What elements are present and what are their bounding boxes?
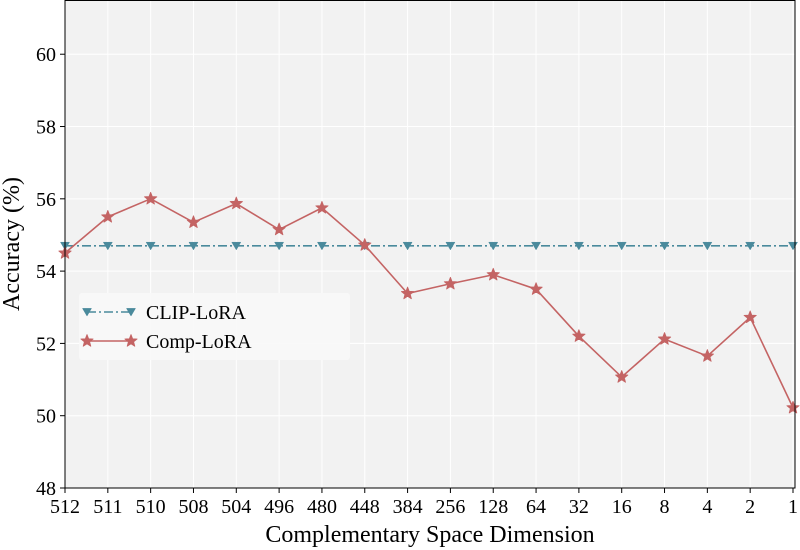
x-tick-label: 480: [307, 496, 337, 518]
data-point: [445, 241, 456, 251]
x-tick-label: 504: [221, 496, 251, 518]
y-tick-label: 50: [36, 406, 56, 428]
x-tick-label: 384: [393, 496, 423, 518]
legend-marker: [82, 308, 92, 317]
y-axis-label: Accuracy (%): [0, 177, 25, 311]
y-tick-label: 56: [36, 189, 56, 211]
series-comp-lora: [58, 191, 800, 414]
data-point: [315, 200, 329, 214]
series-line: [64, 198, 794, 409]
x-tick-label: 512: [50, 496, 80, 518]
data-point: [144, 191, 158, 205]
data-point: [573, 241, 584, 251]
data-point: [529, 282, 543, 295]
y-tick-label: 58: [36, 117, 56, 139]
x-tick-label: 510: [136, 496, 166, 518]
legend-marker: [126, 308, 136, 317]
data-point: [743, 310, 757, 324]
data-point: [145, 241, 156, 251]
y-tick-label: 52: [36, 333, 56, 355]
legend-label: CLIP-LoRA: [146, 302, 247, 324]
y-tick-label: 48: [36, 478, 56, 500]
data-point: [229, 196, 243, 210]
data-point: [488, 241, 499, 251]
x-tick-label: 128: [478, 496, 508, 518]
x-tick-label: 256: [435, 496, 465, 518]
data-point: [402, 241, 413, 251]
legend-marker: [124, 334, 138, 347]
x-tick-label: 511: [93, 496, 122, 518]
x-tick-label: 32: [569, 496, 589, 518]
data-point: [657, 332, 672, 345]
x-tick-label: 2: [745, 496, 755, 518]
data-point: [272, 222, 286, 236]
data-point: [358, 238, 372, 251]
data-point: [702, 241, 713, 251]
legend-entries: CLIP-LoRA Comp-LoRA: [80, 302, 252, 353]
plot-frame: [64, 0, 796, 489]
legend-box: [79, 293, 350, 360]
data-point: [231, 241, 242, 251]
x-axis-label: Complementary Space Dimension: [265, 522, 594, 548]
data-point: [615, 370, 629, 383]
data-point: [616, 241, 627, 251]
legend-marker: [80, 334, 94, 347]
x-tick-label: 8: [660, 496, 670, 518]
data-point: [745, 241, 756, 251]
data-point: [486, 267, 500, 281]
x-tick-label: 4: [702, 496, 712, 518]
series-layer: [58, 191, 800, 414]
x-axis: 512 511 510 508 504 496 480 448 384 256 128 64 32 16 8…: [50, 488, 798, 518]
x-tick-label: 16: [612, 496, 632, 518]
legend-label: Comp-LoRA: [146, 331, 252, 353]
data-point: [786, 400, 800, 414]
x-tick-label: 496: [264, 496, 294, 518]
series-clip-lora: [60, 241, 798, 251]
data-point: [317, 241, 327, 251]
data-point: [188, 241, 199, 251]
data-point: [572, 329, 586, 342]
data-point: [443, 276, 457, 290]
data-point: [531, 241, 541, 251]
data-point: [659, 241, 670, 251]
x-tick-label: 448: [350, 496, 380, 518]
legend: CLIP-LoRA Comp-LoRA: [79, 293, 350, 360]
x-tick-label: 64: [526, 496, 546, 518]
data-point: [401, 286, 415, 300]
y-axis: 48 50 52 54 56 58 60: [36, 44, 65, 500]
data-point: [101, 209, 115, 223]
data-point: [274, 241, 285, 251]
data-point: [186, 215, 201, 228]
y-tick-label: 54: [36, 261, 56, 283]
plot-background: [65, 0, 795, 488]
data-point: [700, 349, 714, 362]
x-tick-label: 508: [178, 496, 208, 518]
x-tick-label: 1: [788, 496, 798, 518]
y-tick-label: 60: [36, 44, 56, 66]
data-point: [102, 241, 113, 251]
